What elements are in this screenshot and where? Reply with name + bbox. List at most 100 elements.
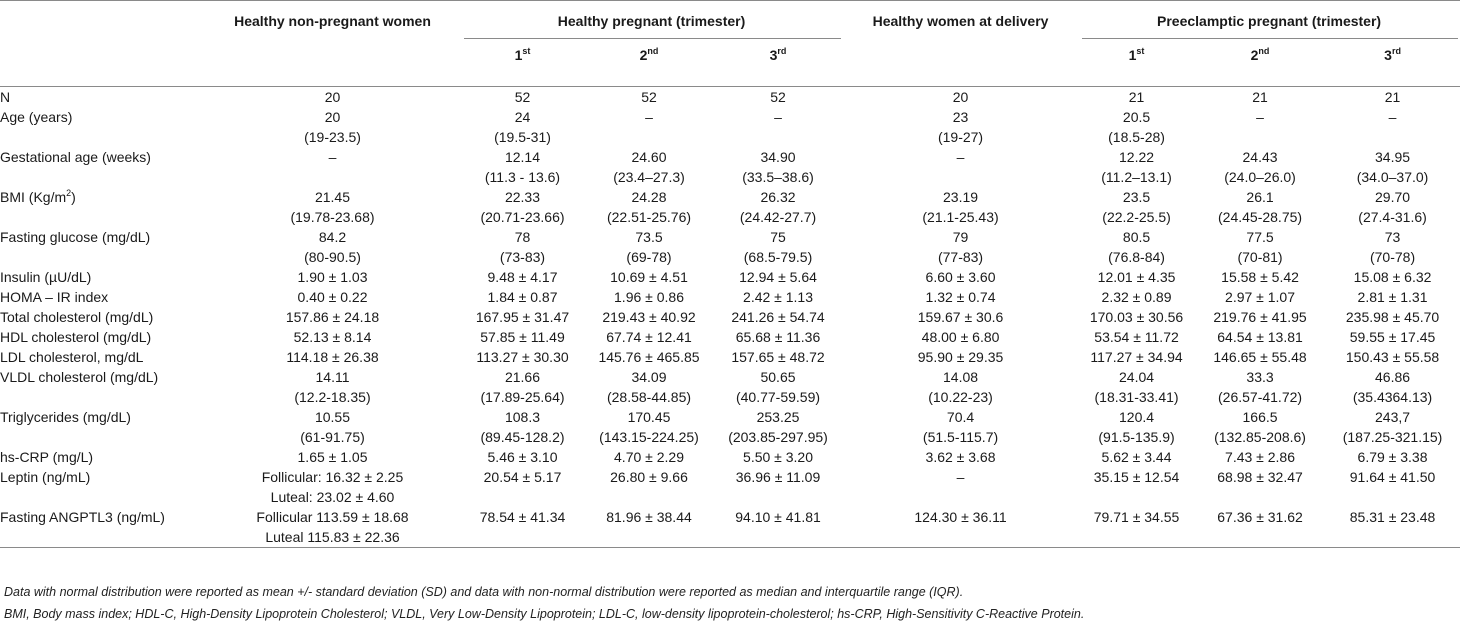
cell-value: 29.70 (1375, 189, 1411, 205)
cell-range: (61-91.75) (300, 429, 365, 445)
cell-value: 24.04 (1119, 369, 1155, 385)
table-cell: – (843, 467, 1078, 507)
table-cell: 95.90 ± 29.35 (843, 347, 1078, 367)
table-row: hs-CRP (mg/L) 1.65 ± 1.05 5.46 ± 3.10 4.70 … (0, 447, 1460, 467)
table-cell: 29.70 (27.4-31.6) (1325, 187, 1460, 227)
table-cell: 36.96 ± 11.09 (713, 467, 843, 507)
cell-range: (23.4–27.3) (613, 169, 685, 185)
row-label: Total cholesterol (mg/dL) (0, 307, 205, 327)
cell-range: (24.42-27.7) (739, 209, 817, 225)
table-cell: 1.96 ± 0.86 (585, 287, 713, 307)
cell-value: 57.85 ± 11.49 (480, 329, 565, 345)
table-cell: 114.18 ± 26.38 (205, 347, 460, 367)
cell-value: 52.13 ± 8.14 (293, 329, 372, 345)
cell-value: 24.60 (631, 149, 667, 165)
cell-value: 5.50 ± 3.20 (743, 449, 813, 465)
cell-value: 35.15 ± 12.54 (1093, 469, 1180, 485)
cell-value: 219.76 ± 41.95 (1213, 309, 1307, 325)
cell-value: 145.76 ± 465.85 (598, 349, 700, 365)
table-cell: 1.84 ± 0.87 (460, 287, 585, 307)
table-cell: – (843, 147, 1078, 187)
cell-range: (34.0–37.0) (1356, 169, 1429, 185)
cell-value: 48.00 ± 6.80 (921, 329, 1000, 345)
table-cell: 108.3 (89.45-128.2) (460, 407, 585, 447)
table-cell: 20 (205, 87, 460, 108)
cell-range: (19-23.5) (304, 129, 361, 145)
table-cell: 1.32 ± 0.74 (843, 287, 1078, 307)
table-cell: 52 (713, 87, 843, 108)
cell-range: (73-83) (499, 249, 546, 265)
table-cell: 26.1 (24.45-28.75) (1195, 187, 1325, 227)
table-cell: 2.97 ± 1.07 (1195, 287, 1325, 307)
cell-range: (80-90.5) (304, 249, 361, 265)
table-cell: 157.65 ± 48.72 (713, 347, 843, 367)
table-cell: 22.33 (20.71-23.66) (460, 187, 585, 227)
table-row: HOMA – IR index 0.40 ± 0.22 1.84 ± 0.87 1.9… (0, 287, 1460, 307)
header-trimester-1: 1st (460, 38, 585, 87)
cell-value: 12.14 (504, 149, 541, 165)
header-trimester-2: 2nd (585, 38, 713, 87)
table-cell: 50.65 (40.77-59.59) (713, 367, 843, 407)
cell-range: (10.22-23) (928, 389, 993, 405)
table-cell: 67.74 ± 12.41 (585, 327, 713, 347)
row-label: Fasting glucose (mg/dL) (0, 227, 205, 267)
cell-range: (19.78-23.68) (290, 209, 375, 225)
cell-value: 78.54 ± 41.34 (479, 509, 566, 525)
cell-range: (20.71-23.66) (480, 209, 565, 225)
cell-range: (35.4364.13) (1352, 389, 1433, 405)
table-cell: 10.55 (61-91.75) (205, 407, 460, 447)
trimester-sup: nd (1258, 45, 1270, 56)
cell-value: 73 (1384, 229, 1401, 245)
table-cell: 15.58 ± 5.42 (1195, 267, 1325, 287)
cell-value: 67.74 ± 12.41 (606, 329, 692, 345)
cell-value: 24.43 (1242, 149, 1278, 165)
table-cell: 5.50 ± 3.20 (713, 447, 843, 467)
cell-range: (19-27) (937, 129, 984, 145)
cell-value: 26.1 (1246, 189, 1274, 205)
cell-value: 75 (770, 229, 786, 245)
cell-range: (143.15-224.25) (599, 429, 699, 445)
cell-value: 157.86 ± 24.18 (285, 309, 380, 325)
row-label-text: Fasting ANGPTL3 (ng/mL) (0, 509, 165, 525)
table-row: N 20 52 52 52 20 21 21 21 (0, 87, 1460, 108)
row-label: Insulin (µU/dL) (0, 267, 205, 287)
row-label-text: Gestational age (weeks) (0, 149, 151, 165)
cell-value: 120.4 (1119, 409, 1155, 425)
cell-range: (11.3 - 13.6) (484, 169, 561, 185)
table-cell: 23 (19-27) (843, 107, 1078, 147)
cell-value: 78 (514, 229, 531, 245)
cell-value: 10.55 (314, 409, 351, 425)
cell-value: 20.54 ± 5.17 (483, 469, 562, 485)
cell-value: – (328, 149, 337, 165)
table-cell: 3.62 ± 3.68 (843, 447, 1078, 467)
cell-value: – (956, 469, 965, 485)
cell-value: 91.64 ± 41.50 (1349, 469, 1436, 485)
table-row: Insulin (µU/dL) 1.90 ± 1.03 9.48 ± 4.17 10.… (0, 267, 1460, 287)
cell-value: 108.3 (504, 409, 541, 425)
row-label-text: Triglycerides (mg/dL) (0, 409, 131, 425)
cell-value: 22.33 (504, 189, 541, 205)
cell-value: – (774, 109, 782, 125)
cell-range: (68.5-79.5) (743, 249, 813, 265)
table-cell: 2.42 ± 1.13 (713, 287, 843, 307)
table-cell: 79.71 ± 34.55 (1078, 507, 1196, 548)
row-label-text: Total cholesterol (mg/dL) (0, 309, 154, 325)
table-header: Healthy non-pregnant women Healthy pregn… (0, 0, 1460, 87)
row-label: HOMA – IR index (0, 287, 205, 307)
cell-range: (51.5-115.7) (922, 429, 999, 445)
trimester-num: 2 (639, 46, 648, 63)
row-label-sup: 2 (66, 188, 72, 198)
row-label: BMI (Kg/m2) (0, 187, 205, 227)
row-label: Leptin (ng/mL) (0, 467, 205, 507)
table-cell: 15.08 ± 6.32 (1325, 267, 1460, 287)
table-cell: 80.5 (76.8-84) (1078, 227, 1195, 267)
cell-value: 1.90 ± 1.03 (297, 269, 368, 285)
table-cell: 12.14 (11.3 - 13.6) (460, 147, 585, 187)
table-cell: 77.5 (70-81) (1195, 227, 1325, 267)
cell-value: 113.27 ± 30.30 (476, 349, 569, 365)
table-cell: 94.10 ± 41.81 (713, 507, 844, 548)
cell-value: Follicular: 16.32 ± 2.25 (261, 469, 404, 485)
table-cell: 24.60 (23.4–27.3) (585, 147, 713, 187)
table-row: LDL cholesterol, mg/dL 114.18 ± 26.38 113.… (0, 347, 1460, 367)
